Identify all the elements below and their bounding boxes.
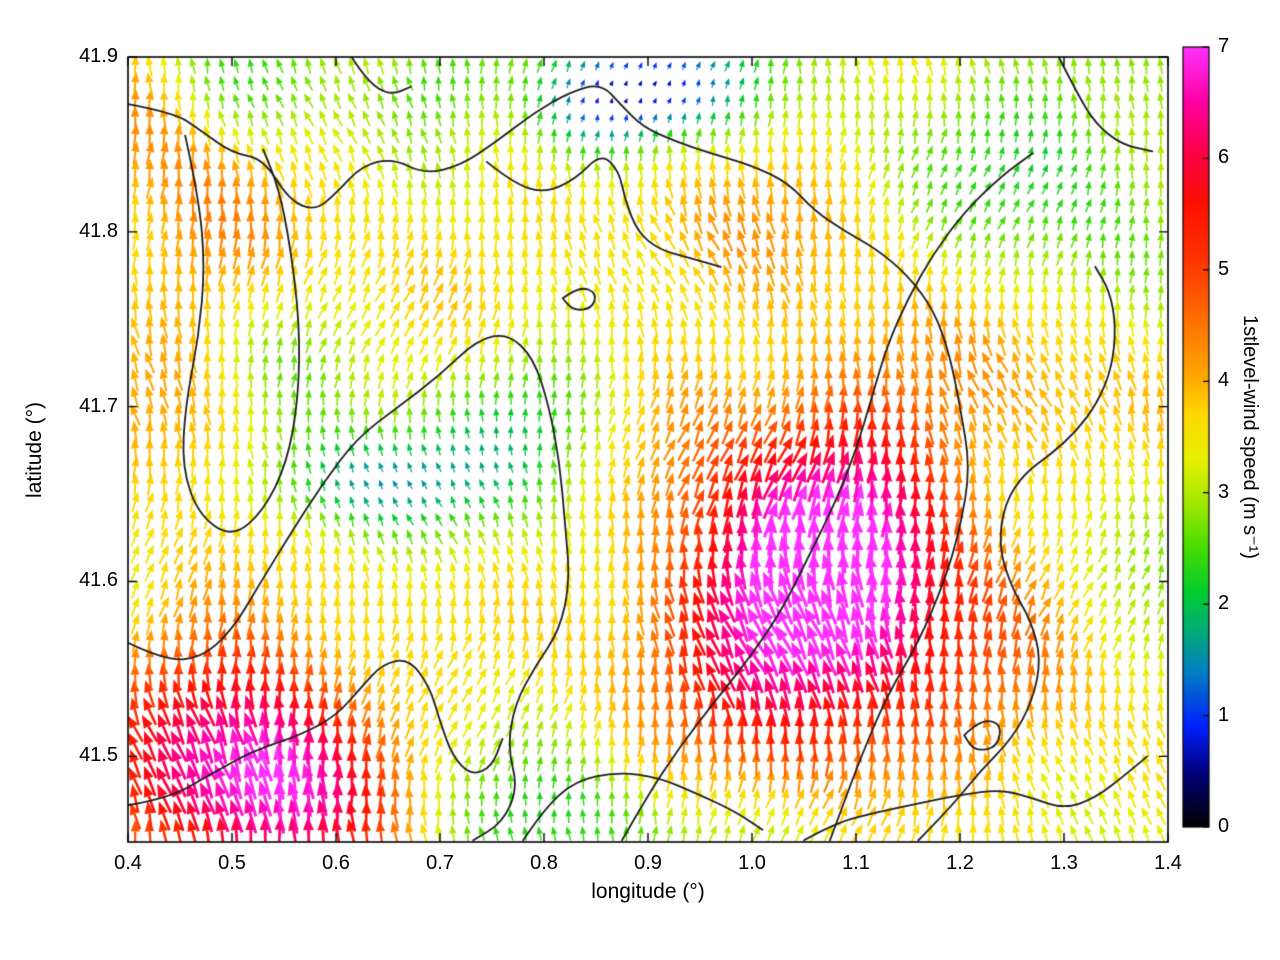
colorbar-tick-label: 6 xyxy=(1218,146,1230,169)
y-tick-label: 41.7 xyxy=(79,394,118,417)
colorbar-label: 1stlevel-wind speed (m s⁻¹) xyxy=(1239,315,1261,559)
x-tick-label: 0.7 xyxy=(426,852,454,874)
colorbar-tick-label: 4 xyxy=(1218,369,1230,392)
x-tick-label: 0.5 xyxy=(218,852,246,874)
x-axis-label: longitude (°) xyxy=(591,880,705,903)
x-tick-label: 0.4 xyxy=(114,852,142,874)
colorbar-tick-label: 3 xyxy=(1218,480,1230,503)
x-tick-label: 1.2 xyxy=(946,852,974,874)
y-tick-label: 41.9 xyxy=(79,45,118,67)
x-tick-label: 1.3 xyxy=(1050,852,1078,874)
y-axis-label: latitude (°) xyxy=(23,402,46,498)
colorbar-tick-label: 0 xyxy=(1218,815,1230,837)
x-tick-label: 1.1 xyxy=(842,852,870,874)
colorbar-tick-label: 7 xyxy=(1218,35,1230,57)
x-tick-label: 0.6 xyxy=(322,852,350,874)
x-tick-label: 1.0 xyxy=(738,852,766,874)
colorbar-tick-label: 5 xyxy=(1218,257,1230,280)
x-tick-label: 0.8 xyxy=(530,852,558,874)
y-tick-label: 41.5 xyxy=(79,744,118,767)
x-tick-label: 0.9 xyxy=(634,852,662,874)
colorbar-tick-label: 1 xyxy=(1218,703,1230,726)
x-tick-label: 1.4 xyxy=(1154,852,1182,874)
colorbar-tick-label: 2 xyxy=(1218,592,1230,615)
y-tick-label: 41.6 xyxy=(79,569,118,592)
y-tick-label: 41.8 xyxy=(79,219,118,242)
